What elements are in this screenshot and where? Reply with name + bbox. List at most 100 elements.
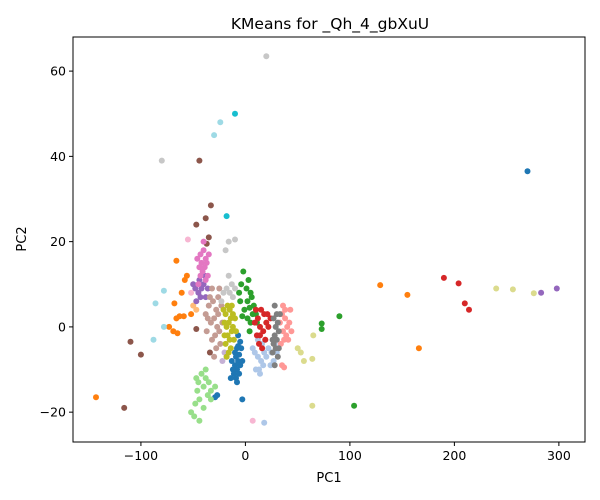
data-point (236, 370, 243, 377)
data-point (213, 345, 220, 352)
data-point (193, 221, 200, 228)
data-point (196, 417, 203, 424)
plot-frame (72, 36, 586, 443)
data-point (217, 119, 224, 126)
data-point (200, 247, 207, 254)
data-point (269, 349, 276, 356)
data-point (209, 285, 215, 292)
data-point (204, 392, 211, 399)
data-point (220, 306, 227, 313)
data-point (493, 285, 500, 292)
data-point (188, 409, 195, 416)
data-point (232, 315, 238, 322)
data-point (216, 328, 223, 335)
x-tick-label: 100 (338, 448, 362, 463)
data-point (205, 379, 212, 386)
data-point (173, 257, 180, 264)
data-point (260, 362, 267, 369)
data-point (227, 375, 234, 382)
data-point (207, 396, 214, 403)
data-point (204, 285, 211, 292)
data-point (232, 349, 238, 356)
data-point (207, 319, 214, 326)
data-point (318, 326, 325, 332)
data-point (226, 289, 233, 296)
data-point (251, 319, 258, 326)
data-point (197, 272, 204, 279)
data-point (193, 375, 200, 382)
data-point (309, 402, 316, 409)
data-point (276, 311, 283, 318)
data-point (244, 315, 251, 322)
data-point (202, 366, 209, 373)
x-tick-label: 300 (547, 448, 571, 463)
data-point (221, 319, 228, 326)
data-point (377, 282, 384, 289)
data-point (271, 302, 278, 309)
data-point (275, 345, 282, 352)
data-point (171, 300, 178, 307)
data-point (240, 268, 247, 275)
data-point (275, 328, 282, 335)
y-axis-label: PC2 (15, 226, 30, 251)
data-point (254, 315, 261, 322)
data-point (188, 311, 195, 318)
data-point (226, 336, 233, 343)
data-point (174, 330, 181, 337)
data-point (209, 336, 215, 343)
data-point (538, 289, 545, 296)
data-point (202, 215, 209, 222)
data-point (263, 53, 270, 60)
data-point (222, 340, 229, 347)
data-point (158, 157, 165, 164)
data-point (203, 259, 210, 266)
data-point (193, 326, 200, 332)
data-point (210, 298, 216, 305)
data-point (221, 332, 228, 339)
data-point (530, 290, 537, 297)
data-point (318, 320, 325, 327)
data-point (202, 311, 209, 318)
data-point (309, 355, 316, 362)
data-point (232, 285, 238, 292)
data-point (273, 336, 280, 343)
data-point (228, 358, 235, 364)
data-point (233, 328, 239, 335)
data-point (207, 202, 214, 209)
data-point (202, 375, 209, 382)
data-point (237, 298, 244, 305)
data-point (194, 255, 201, 262)
data-point (274, 353, 281, 360)
data-point (200, 404, 207, 411)
data-point (249, 417, 256, 424)
y-tick-label: 40 (50, 149, 66, 164)
data-point (225, 238, 232, 245)
data-point (215, 311, 222, 318)
data-point (248, 294, 255, 301)
data-point (252, 306, 259, 313)
data-point (228, 302, 235, 309)
data-point (196, 264, 203, 271)
data-point (297, 349, 304, 356)
data-point (160, 323, 167, 330)
data-point (219, 358, 226, 364)
data-point (207, 387, 214, 394)
data-point (243, 285, 250, 292)
y-tick-label: 20 (50, 234, 66, 249)
data-point (259, 345, 266, 352)
data-point (127, 338, 134, 345)
data-point (239, 396, 246, 403)
data-point (198, 370, 205, 377)
data-point (336, 313, 343, 320)
y-tick-label: −20 (40, 405, 66, 420)
x-tick-label: −100 (124, 448, 158, 463)
data-point (230, 336, 237, 343)
data-point (270, 315, 277, 322)
data-point (160, 287, 167, 294)
data-point (263, 353, 270, 360)
data-point (184, 236, 191, 243)
data-point (300, 358, 307, 364)
data-point (190, 302, 197, 309)
data-point (193, 306, 200, 313)
data-point (223, 285, 230, 292)
